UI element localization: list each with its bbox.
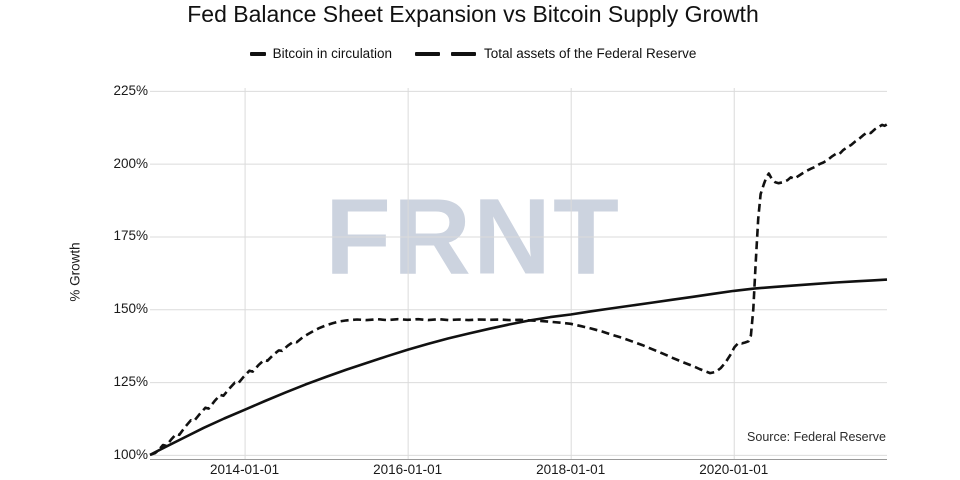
dashed-line-legend-marker xyxy=(414,51,476,56)
legend-item-bitcoin: Bitcoin in circulation xyxy=(249,46,392,61)
fed-assets-line xyxy=(149,123,888,457)
legend-label-bitcoin: Bitcoin in circulation xyxy=(272,46,392,61)
source-note: Source: Federal Reserve xyxy=(747,430,886,444)
bitcoin-supply-line xyxy=(149,278,888,457)
watermark-text: FRNT xyxy=(325,175,621,297)
legend-label-fed-assets: Total assets of the Federal Reserve xyxy=(483,46,697,61)
legend-item-fed-assets: Total assets of the Federal Reserve xyxy=(414,46,697,61)
chart-legend: Bitcoin in circulation Total assets of t… xyxy=(0,45,946,62)
chart-title: Fed Balance Sheet Expansion vs Bitcoin S… xyxy=(187,1,759,27)
y-axis-title: % Growth xyxy=(67,242,83,302)
solid-line-legend-marker xyxy=(249,51,266,56)
